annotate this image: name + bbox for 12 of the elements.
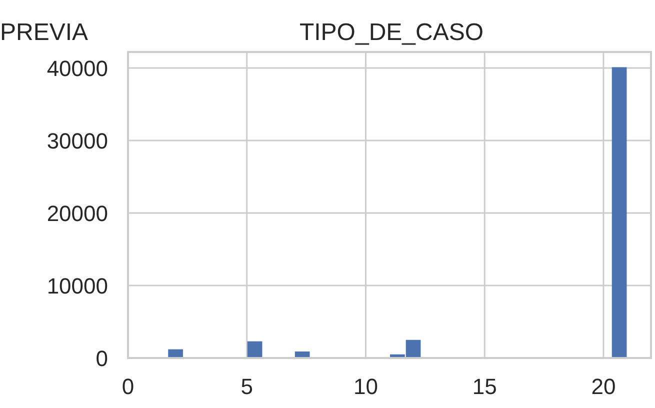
chart-title: TIPO_DE_CASO [299,19,484,46]
x-tick-label: 5 [240,374,253,399]
y-tick-label: 0 [96,346,108,371]
x-tick-label: 10 [353,374,378,399]
y-tick-label: 40000 [46,56,108,81]
x-tick-label: 20 [591,374,616,399]
x-tick-label: 15 [472,374,497,399]
y-tick-label: 10000 [46,273,108,298]
y-tick-label: 30000 [46,128,108,154]
y-tick-label: 20000 [46,200,108,226]
x-tick-label: 0 [122,374,134,399]
text: PREVIA [0,19,88,46]
